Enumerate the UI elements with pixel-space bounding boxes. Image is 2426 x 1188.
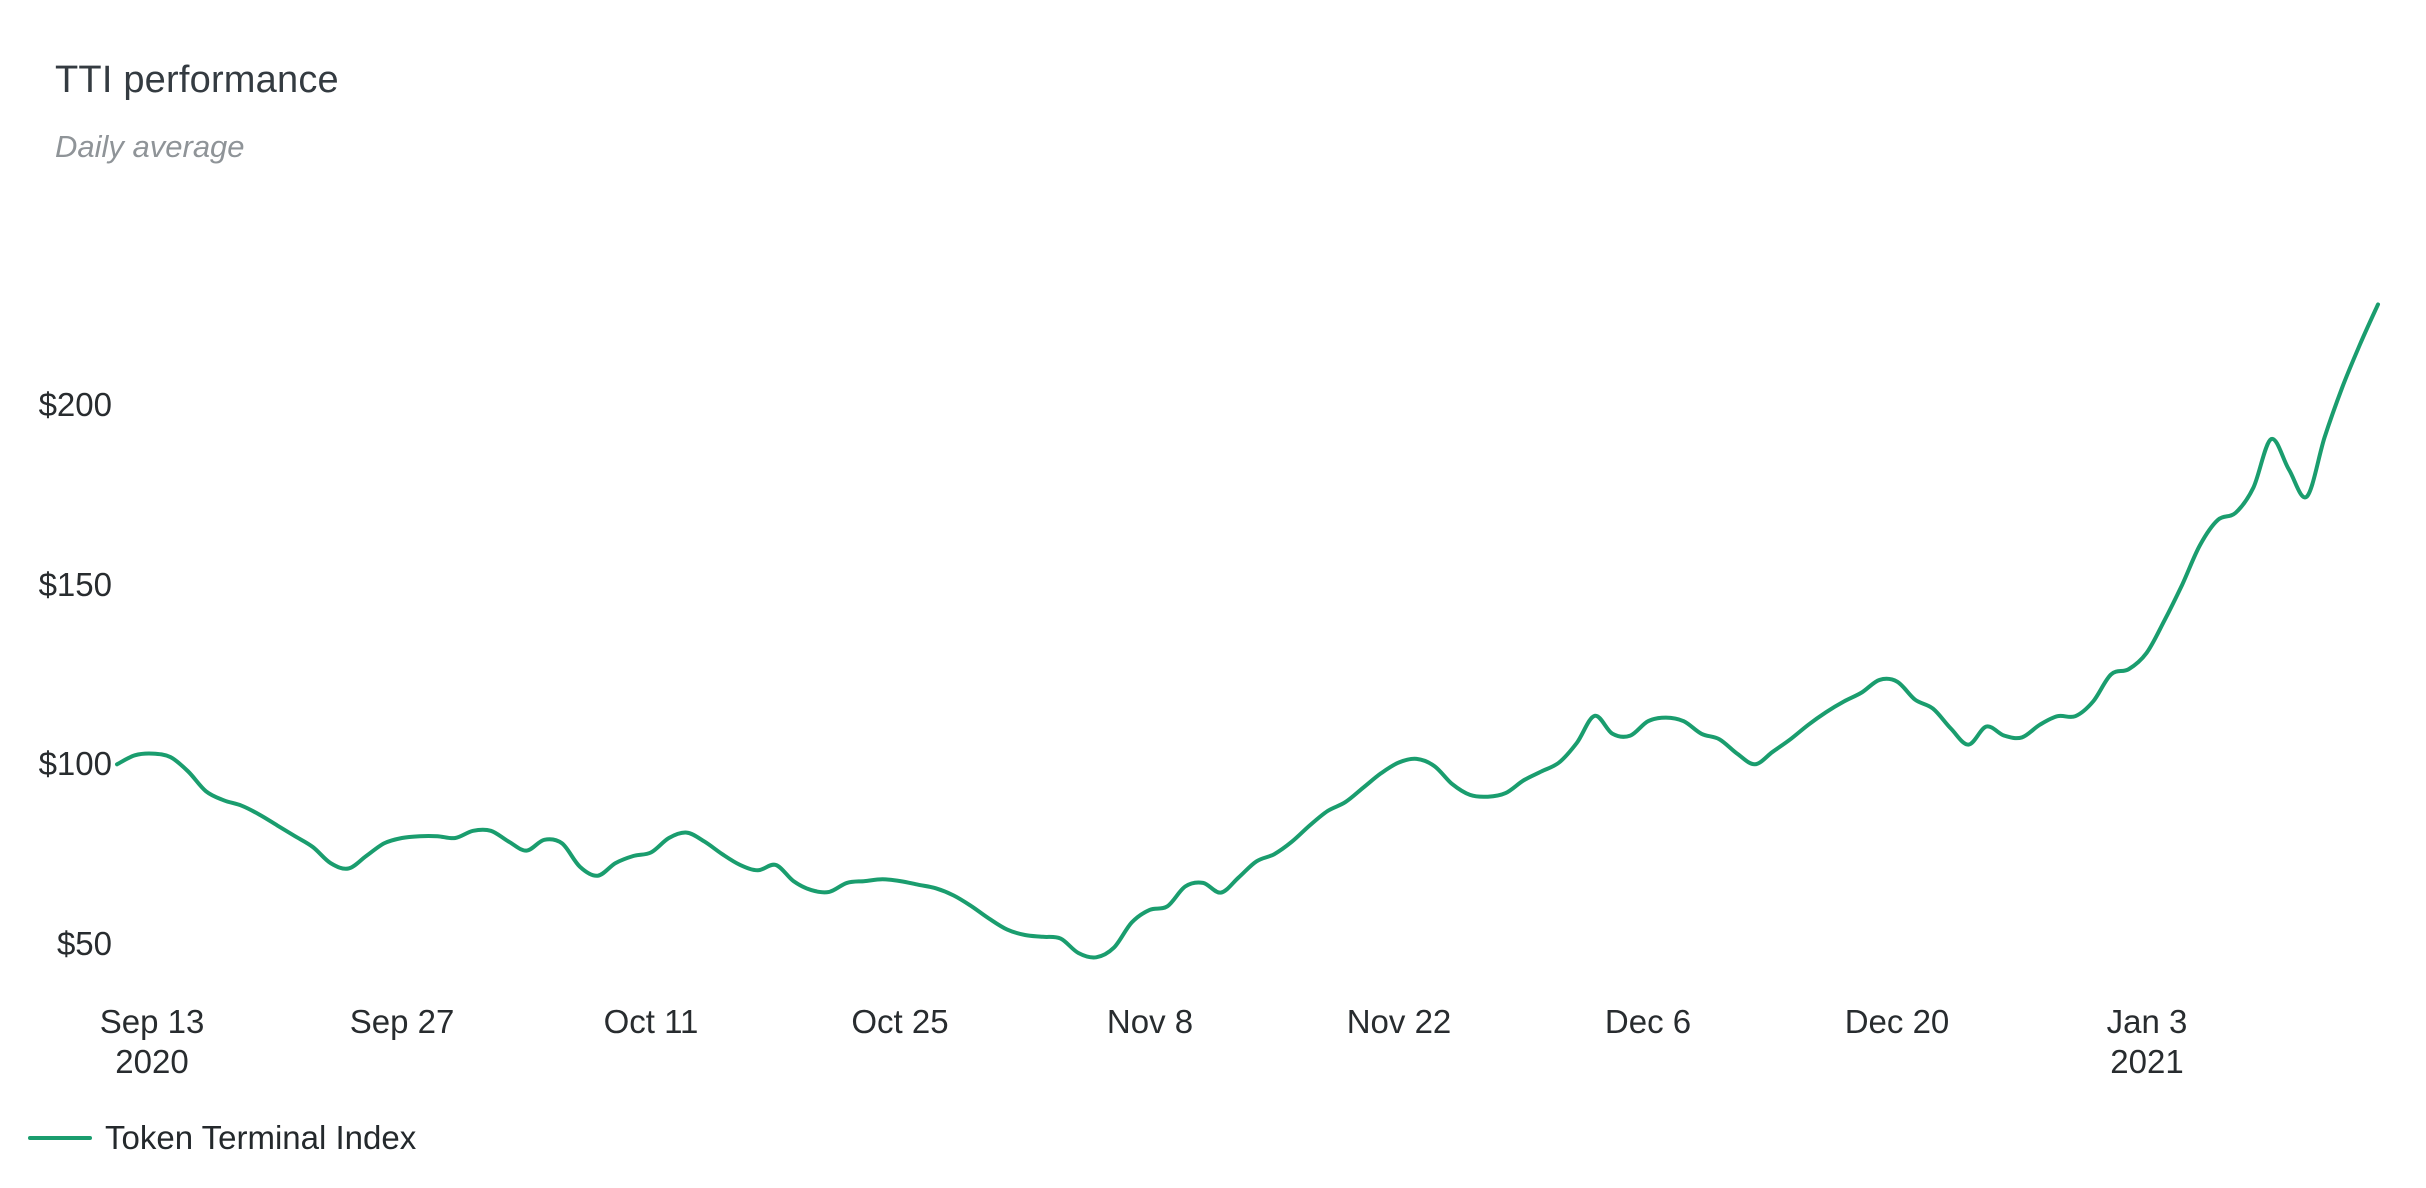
legend: Token Terminal Index [28, 1118, 416, 1158]
x-tick-label: Sep 13 [99, 1003, 205, 1040]
x-tick-label: Nov 8 [1106, 1003, 1194, 1040]
y-tick-200: $200 [38, 386, 112, 423]
x-tick-nov22: Nov 22 [1289, 1002, 1509, 1042]
y-tick-150: $150 [38, 566, 112, 603]
y-tick-50: $50 [56, 925, 112, 962]
x-tick-label: Dec 20 [1844, 1003, 1950, 1040]
series-color-swatch-line [28, 1136, 92, 1140]
x-tick-label: Sep 27 [349, 1003, 455, 1040]
x-tick-label: Jan 3 [2106, 1003, 2188, 1040]
x-tick-sublabel: 2020 [115, 1043, 189, 1080]
x-tick-dec20: Dec 20 [1787, 1002, 2007, 1042]
x-tick-label: Nov 22 [1346, 1003, 1452, 1040]
y-tick-100: $100 [38, 745, 112, 782]
x-tick-nov8: Nov 8 [1040, 1002, 1260, 1042]
x-tick-jan3: Jan 3 2021 [2037, 1002, 2257, 1082]
chart-title: TTI performance [55, 59, 339, 101]
x-tick-label: Oct 25 [851, 1003, 949, 1040]
x-tick-oct11: Oct 11 [541, 1002, 761, 1042]
x-tick-label: Dec 6 [1604, 1003, 1692, 1040]
tti-index-line-series [115, 302, 2380, 960]
x-tick-sep27: Sep 27 [292, 1002, 512, 1042]
legend-label-token-terminal-index: Token Terminal Index [105, 1119, 417, 1156]
x-tick-dec6: Dec 6 [1538, 1002, 1758, 1042]
x-tick-label: Oct 11 [603, 1003, 699, 1040]
x-tick-sublabel: 2021 [2110, 1043, 2184, 1080]
x-tick-sep13: Sep 13 2020 [42, 1002, 262, 1082]
x-tick-oct25: Oct 25 [790, 1002, 1010, 1042]
chart-subtitle: Daily average [55, 129, 245, 164]
